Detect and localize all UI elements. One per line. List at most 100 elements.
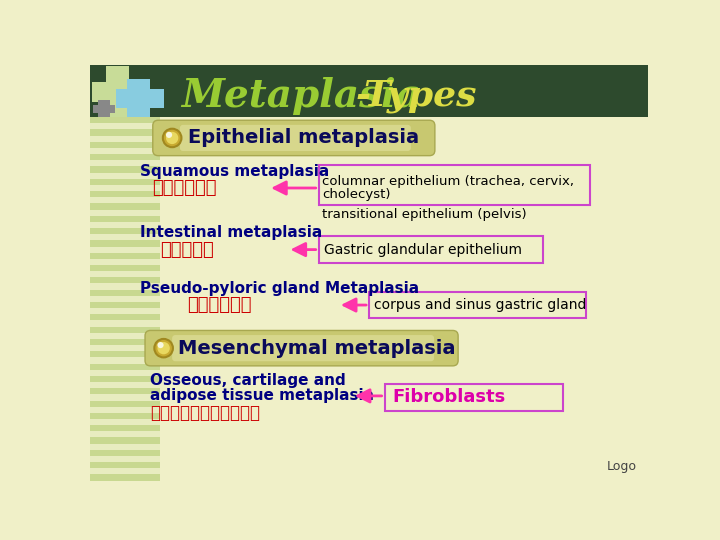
FancyBboxPatch shape (90, 351, 160, 357)
FancyBboxPatch shape (90, 222, 160, 228)
Text: 肠上皮化生: 肠上皮化生 (160, 241, 214, 259)
FancyBboxPatch shape (90, 413, 160, 419)
FancyBboxPatch shape (90, 339, 160, 345)
FancyBboxPatch shape (90, 289, 160, 296)
Circle shape (154, 339, 173, 357)
FancyBboxPatch shape (98, 100, 110, 117)
FancyBboxPatch shape (90, 363, 160, 370)
FancyBboxPatch shape (90, 204, 160, 210)
Text: Squamous metaplasia: Squamous metaplasia (140, 164, 330, 179)
FancyBboxPatch shape (90, 345, 160, 351)
Text: Gastric glandular epithelium: Gastric glandular epithelium (324, 242, 522, 256)
FancyBboxPatch shape (90, 462, 160, 468)
FancyBboxPatch shape (384, 384, 563, 410)
FancyBboxPatch shape (90, 215, 160, 222)
FancyBboxPatch shape (90, 314, 160, 320)
FancyBboxPatch shape (90, 437, 160, 444)
FancyBboxPatch shape (90, 388, 160, 394)
FancyBboxPatch shape (90, 123, 160, 130)
FancyBboxPatch shape (90, 197, 160, 204)
FancyBboxPatch shape (90, 320, 160, 327)
FancyBboxPatch shape (106, 66, 129, 117)
FancyBboxPatch shape (90, 308, 160, 314)
FancyBboxPatch shape (90, 265, 160, 271)
FancyBboxPatch shape (145, 330, 458, 366)
Text: Intestinal metaplasia: Intestinal metaplasia (140, 225, 323, 240)
Text: Epithelial metaplasia: Epithelial metaplasia (188, 129, 419, 147)
Text: Pseudo-pyloric gland Metaplasia: Pseudo-pyloric gland Metaplasia (140, 281, 420, 295)
FancyBboxPatch shape (90, 419, 160, 425)
FancyBboxPatch shape (90, 296, 160, 302)
Text: columnar epithelium (trachea, cervix,: columnar epithelium (trachea, cervix, (323, 175, 575, 188)
FancyBboxPatch shape (319, 165, 590, 205)
Text: 鹞状上皮化生: 鹞状上皮化生 (152, 179, 217, 197)
FancyBboxPatch shape (90, 444, 160, 450)
Text: 骨、软骨、脂肪组织化生: 骨、软骨、脂肪组织化生 (150, 404, 261, 422)
Text: cholecyst): cholecyst) (323, 188, 391, 201)
FancyBboxPatch shape (90, 154, 160, 160)
Text: Mesenchymal metaplasia: Mesenchymal metaplasia (179, 339, 456, 357)
FancyBboxPatch shape (90, 259, 160, 265)
FancyBboxPatch shape (90, 394, 160, 401)
FancyBboxPatch shape (90, 166, 160, 173)
FancyBboxPatch shape (90, 376, 160, 382)
FancyBboxPatch shape (90, 191, 160, 197)
FancyBboxPatch shape (90, 456, 160, 462)
Circle shape (166, 132, 172, 138)
FancyBboxPatch shape (90, 302, 160, 308)
Text: Metaplasia: Metaplasia (181, 77, 421, 114)
FancyBboxPatch shape (90, 136, 160, 142)
FancyBboxPatch shape (90, 179, 160, 185)
Text: Logo: Logo (606, 460, 636, 473)
Circle shape (158, 342, 163, 348)
FancyBboxPatch shape (90, 253, 160, 259)
FancyBboxPatch shape (90, 271, 160, 278)
Text: adipose tissue metaplasia: adipose tissue metaplasia (150, 388, 374, 403)
FancyBboxPatch shape (90, 142, 160, 148)
Text: -Types: -Types (356, 79, 477, 113)
FancyBboxPatch shape (90, 234, 160, 240)
FancyBboxPatch shape (90, 240, 160, 247)
FancyBboxPatch shape (90, 450, 160, 456)
FancyBboxPatch shape (90, 425, 160, 431)
FancyBboxPatch shape (90, 185, 160, 191)
FancyBboxPatch shape (90, 431, 160, 437)
FancyBboxPatch shape (90, 117, 160, 123)
FancyBboxPatch shape (90, 278, 160, 284)
FancyBboxPatch shape (91, 82, 143, 102)
Text: Fibroblasts: Fibroblasts (392, 388, 505, 407)
Text: Osseous, cartilage and: Osseous, cartilage and (150, 373, 346, 388)
FancyBboxPatch shape (90, 65, 648, 117)
Circle shape (158, 342, 170, 354)
FancyBboxPatch shape (180, 125, 411, 151)
FancyBboxPatch shape (90, 327, 160, 333)
FancyBboxPatch shape (153, 120, 435, 156)
Text: 假幽门腺化生: 假幽门腺化生 (187, 296, 251, 314)
Circle shape (166, 132, 179, 144)
FancyBboxPatch shape (90, 370, 160, 376)
FancyBboxPatch shape (90, 130, 160, 136)
FancyBboxPatch shape (90, 382, 160, 388)
FancyBboxPatch shape (90, 173, 160, 179)
FancyBboxPatch shape (90, 228, 160, 234)
FancyBboxPatch shape (90, 401, 160, 407)
FancyBboxPatch shape (90, 160, 160, 166)
FancyBboxPatch shape (90, 468, 160, 475)
FancyBboxPatch shape (90, 148, 160, 154)
FancyBboxPatch shape (319, 236, 544, 264)
FancyBboxPatch shape (127, 79, 150, 117)
FancyBboxPatch shape (90, 475, 160, 481)
Text: corpus and sinus gastric gland: corpus and sinus gastric gland (374, 298, 587, 312)
Circle shape (163, 129, 181, 147)
FancyBboxPatch shape (90, 210, 160, 215)
FancyBboxPatch shape (172, 335, 434, 361)
FancyBboxPatch shape (117, 90, 164, 108)
FancyBboxPatch shape (93, 105, 114, 112)
FancyBboxPatch shape (369, 292, 586, 318)
FancyBboxPatch shape (90, 407, 160, 413)
FancyBboxPatch shape (90, 333, 160, 339)
FancyBboxPatch shape (90, 247, 160, 253)
FancyBboxPatch shape (90, 357, 160, 363)
FancyBboxPatch shape (90, 284, 160, 289)
Text: transitional epithelium (pelvis): transitional epithelium (pelvis) (323, 208, 527, 221)
